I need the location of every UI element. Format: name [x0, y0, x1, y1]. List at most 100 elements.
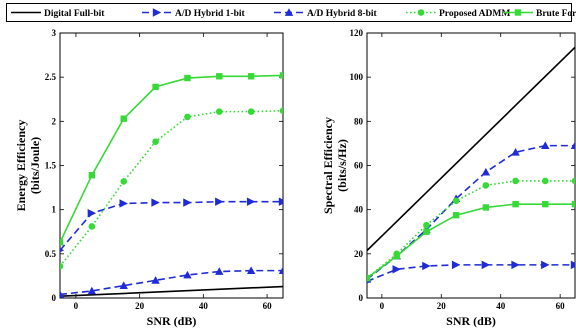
data-point-proposed-admm [423, 221, 430, 229]
data-point-brute-force [279, 72, 283, 79]
data-point-a-d-hybrid-1-bit [451, 260, 461, 270]
data-point-a-d-hybrid-8-bit [151, 276, 160, 284]
y-tick-label: 100 [350, 72, 364, 82]
chart-spectral-efficiency: 0 20 40 60 0 20 40 60 80 100 120 SNR (dB) Spectral E… [321, 28, 576, 328]
legend-label-brute-force: Brute Force [536, 9, 576, 19]
x-tick-label: 0 [74, 301, 79, 311]
data-point-a-d-hybrid-1-bit [278, 197, 283, 206]
y-tick-label: 120 [350, 28, 364, 38]
data-point-a-d-hybrid-8-bit [570, 141, 575, 149]
data-point-brute-force [367, 274, 371, 282]
series-line-proposed-admm [367, 180, 575, 279]
y-tick-label: 80 [354, 116, 364, 126]
y-tick-label: 0 [52, 293, 57, 303]
data-point-a-d-hybrid-8-bit [87, 286, 97, 295]
series-line-brute-force [60, 74, 283, 243]
data-point-brute-force [512, 200, 519, 208]
y-tick-label: 0 [359, 293, 364, 303]
data-point-brute-force [152, 83, 159, 91]
x-tick-label: 20 [437, 301, 447, 311]
legend-marker-a-d-hybrid-8-bit [284, 8, 294, 16]
series-line-digital-full-bit [367, 46, 575, 252]
legend-entry-proposed-admm: Proposed ADMM [406, 9, 510, 19]
y-tick-label: 0.5 [45, 249, 57, 259]
legend-entry-digital-full-bit: Digital Full-bit [11, 9, 105, 19]
y-tick-label: 1.5 [45, 161, 57, 171]
series-line-proposed-admm [60, 109, 283, 267]
data-point-brute-force [542, 200, 549, 208]
data-point-a-d-hybrid-1-bit [151, 198, 160, 207]
data-point-a-d-hybrid-1-bit [119, 199, 128, 208]
y-tick-label: 3 [52, 28, 57, 38]
data-point-proposed-admm [541, 177, 549, 185]
data-point-a-d-hybrid-1-bit [87, 209, 97, 218]
data-point-a-d-hybrid-1-bit [570, 260, 575, 270]
series-line-a-d-hybrid-1-bit [367, 264, 575, 283]
data-point-brute-force [184, 74, 191, 82]
data-point-brute-force [120, 115, 127, 122]
data-point-brute-force [247, 73, 255, 80]
x-tick-label: 60 [263, 301, 273, 311]
plot-frame [59, 32, 284, 299]
data-point-proposed-admm [60, 262, 64, 270]
data-point-proposed-admm [279, 107, 283, 115]
data-point-a-d-hybrid-1-bit [60, 248, 65, 253]
legend-marker-brute-force [514, 9, 522, 16]
legend-label-proposed-admm: Proposed ADMM [439, 9, 510, 19]
y-tick-label: 60 [354, 161, 364, 171]
legend-entry-brute-force: Brute Force [503, 9, 576, 19]
x-tick-label: 40 [199, 301, 209, 311]
data-point-a-d-hybrid-8-bit [481, 167, 491, 176]
data-point-a-d-hybrid-8-bit [119, 281, 128, 289]
data-point-brute-force [393, 252, 400, 260]
x-axis-label: SNR (dB) [147, 314, 197, 328]
data-point-proposed-admm [482, 182, 490, 189]
legend-entry-a-d-hybrid-8-bit: A/D Hybrid 8-bit [274, 8, 378, 19]
legend-label-a-d-hybrid-8-bit: A/D Hybrid 8-bit [307, 9, 378, 19]
x-tick-label: 60 [556, 301, 566, 311]
data-point-proposed-admm [512, 177, 519, 185]
y-tick-label: 40 [354, 205, 364, 215]
series-line-a-d-hybrid-8-bit [60, 269, 283, 296]
x-tick-label: 40 [496, 301, 506, 311]
series-line-digital-full-bit [60, 285, 283, 298]
y-tick-label: 20 [354, 249, 364, 259]
data-point-a-d-hybrid-1-bit [481, 260, 491, 270]
y-tick-label: 1 [52, 205, 57, 215]
legend-marker-a-d-hybrid-1-bit [152, 8, 162, 17]
plot-frame [366, 32, 576, 299]
data-point-a-d-hybrid-8-bit [278, 266, 283, 274]
data-point-brute-force [88, 172, 96, 179]
legend-label-digital-full-bit: Digital Full-bit [44, 9, 105, 19]
data-point-a-d-hybrid-1-bit [392, 265, 401, 274]
data-point-proposed-admm [215, 108, 223, 115]
y-tick-label: 2 [52, 116, 57, 126]
data-point-a-d-hybrid-1-bit [183, 198, 192, 207]
series-group [60, 72, 283, 298]
data-point-a-d-hybrid-1-bit [215, 197, 224, 206]
legend-entry-a-d-hybrid-1-bit: A/D Hybrid 1-bit [142, 8, 246, 19]
data-point-brute-force [423, 228, 430, 235]
chart-energy-efficiency: 0 20 40 60 0 0.5 1 1.5 2 2.5 3 SNR (dB) Energy Effic… [14, 28, 284, 328]
data-point-brute-force [482, 204, 490, 211]
data-point-a-d-hybrid-8-bit [511, 148, 520, 156]
data-point-brute-force [60, 239, 64, 246]
legend-marker-proposed-admm [417, 9, 425, 16]
x-tick-label: 0 [380, 301, 385, 311]
data-point-proposed-admm [88, 223, 96, 230]
data-point-a-d-hybrid-8-bit [60, 290, 65, 298]
series-group [367, 46, 575, 284]
data-point-a-d-hybrid-1-bit [511, 260, 520, 270]
data-point-a-d-hybrid-8-bit [215, 267, 224, 275]
y-axis-label: Spectral Efficiency [321, 117, 335, 214]
x-tick-label: 20 [135, 301, 145, 311]
data-point-proposed-admm [120, 178, 128, 185]
y-axis-label-units: (bits/s/Hz) [335, 139, 349, 192]
data-point-proposed-admm [152, 138, 159, 145]
data-point-a-d-hybrid-8-bit [541, 141, 550, 149]
data-point-proposed-admm [247, 108, 255, 115]
data-point-brute-force [571, 200, 575, 208]
data-point-brute-force [216, 73, 223, 80]
data-point-proposed-admm [571, 177, 575, 185]
